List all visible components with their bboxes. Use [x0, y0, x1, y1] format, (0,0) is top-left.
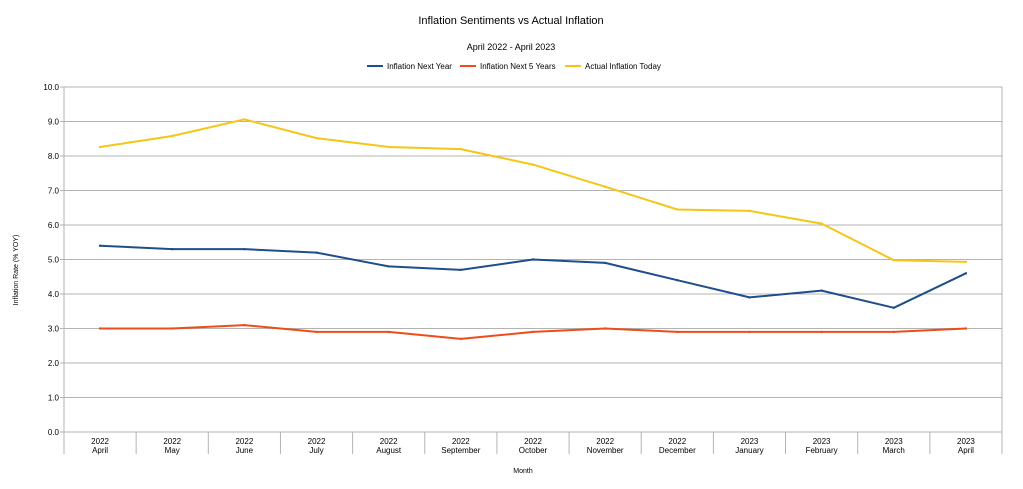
data-point-actual-inflation-today [387, 145, 390, 149]
data-point-inflation-next-5-years [820, 330, 823, 334]
y-tick-label: 8.0 [48, 152, 60, 161]
data-point-inflation-next-year [892, 306, 895, 309]
data-point-actual-inflation-today [171, 134, 174, 138]
data-point-inflation-next-year [315, 251, 318, 254]
data-point-inflation-next-5-years [676, 330, 679, 334]
x-tick-year: 2022 [452, 437, 470, 446]
data-point-inflation-next-year [243, 247, 246, 251]
x-tick-month: April [958, 446, 974, 455]
data-point-inflation-next-5-years [964, 327, 968, 330]
data-point-inflation-next-5-years [892, 330, 895, 334]
plot-area-frame [63, 86, 1003, 433]
x-tick-month: May [165, 446, 180, 455]
x-tick-month: October [519, 446, 548, 455]
legend-label: Inflation Next Year [387, 62, 452, 71]
series-line-inflation-next-year [99, 244, 967, 309]
x-tick-month: March [883, 446, 905, 455]
data-point-actual-inflation-today [315, 136, 318, 140]
data-point-inflation-next-year [748, 296, 751, 299]
data-point-inflation-next-5-years [387, 330, 390, 334]
data-point-inflation-next-5-years [315, 330, 318, 334]
data-point-inflation-next-year [676, 279, 679, 282]
y-tick-label: 9.0 [48, 118, 60, 127]
data-point-inflation-next-year [171, 247, 174, 251]
data-point-inflation-next-year [964, 272, 968, 275]
data-point-inflation-next-5-years [459, 337, 463, 341]
y-tick-label: 7.0 [48, 187, 60, 196]
x-tick-month: December [659, 446, 696, 455]
data-point-actual-inflation-today [603, 185, 607, 188]
data-point-inflation-next-5-years [171, 327, 174, 330]
y-tick-label: 6.0 [48, 221, 60, 230]
chart-title: Inflation Sentiments vs Actual Inflation [418, 15, 603, 27]
data-point-inflation-next-5-years [531, 330, 535, 334]
data-point-inflation-next-year [459, 268, 463, 272]
x-tick-month: August [376, 446, 402, 455]
y-axis-ticks: 0.0 1.0 2.0 3.0 4.0 5.0 6.0 7.0 8.0 9.0 10.0 [43, 83, 64, 437]
data-point-actual-inflation-today [964, 260, 968, 264]
x-tick-year: 2023 [741, 437, 759, 446]
x-tick-month: July [309, 446, 323, 455]
x-tick-year: 2022 [163, 437, 181, 446]
data-point-actual-inflation-today [243, 118, 246, 121]
data-point-inflation-next-5-years [748, 330, 751, 334]
legend-label: Actual Inflation Today [585, 62, 661, 71]
data-point-actual-inflation-today [531, 163, 535, 166]
y-tick-label: 2.0 [48, 359, 60, 368]
data-point-inflation-next-5-years [98, 327, 102, 330]
x-axis-ticks: 2022April2022May2022June2022July2022Augu… [63, 432, 1003, 455]
y-tick-label: 3.0 [48, 325, 60, 334]
x-tick-year: 2023 [885, 437, 903, 446]
x-axis-label: Month [513, 468, 533, 475]
data-point-inflation-next-year [531, 258, 535, 261]
y-tick-label: 5.0 [48, 256, 60, 265]
x-tick-year: 2022 [524, 437, 542, 446]
x-tick-year: 2022 [380, 437, 398, 446]
y-tick-label: 0.0 [48, 428, 60, 437]
x-tick-year: 2022 [308, 437, 326, 446]
data-point-actual-inflation-today [892, 258, 895, 262]
data-point-inflation-next-5-years [603, 327, 607, 330]
series-lines [98, 118, 968, 341]
x-tick-month: April [92, 446, 108, 455]
data-point-actual-inflation-today [748, 209, 751, 213]
data-point-actual-inflation-today [98, 145, 102, 149]
x-tick-month: February [806, 446, 838, 455]
data-point-inflation-next-5-years [243, 323, 246, 327]
x-tick-month: June [236, 446, 254, 455]
y-tick-label: 10.0 [43, 83, 59, 92]
x-tick-year: 2022 [668, 437, 686, 446]
x-tick-year: 2023 [957, 437, 975, 446]
y-axis-label: Inflation Rate (% YOY) [13, 235, 20, 306]
x-tick-month: November [587, 446, 624, 455]
legend: Inflation Next Year Inflation Next 5 Year… [367, 62, 661, 71]
data-point-inflation-next-year [387, 265, 390, 268]
data-point-inflation-next-year [820, 289, 823, 292]
x-tick-year: 2022 [235, 437, 253, 446]
chart-subtitle: April 2022 - April 2023 [467, 42, 556, 52]
x-tick-year: 2023 [813, 437, 831, 446]
data-point-inflation-next-year [603, 261, 607, 265]
data-point-actual-inflation-today [459, 147, 463, 151]
x-tick-year: 2022 [596, 437, 614, 446]
x-tick-month: September [441, 446, 480, 455]
data-point-actual-inflation-today [820, 222, 823, 225]
y-tick-label: 4.0 [48, 290, 60, 299]
x-tick-month: January [735, 446, 763, 455]
y-tick-label: 1.0 [48, 394, 60, 403]
legend-label: Inflation Next 5 Years [480, 62, 556, 71]
data-point-inflation-next-year [98, 244, 102, 247]
x-tick-year: 2022 [91, 437, 109, 446]
data-point-actual-inflation-today [676, 208, 679, 211]
